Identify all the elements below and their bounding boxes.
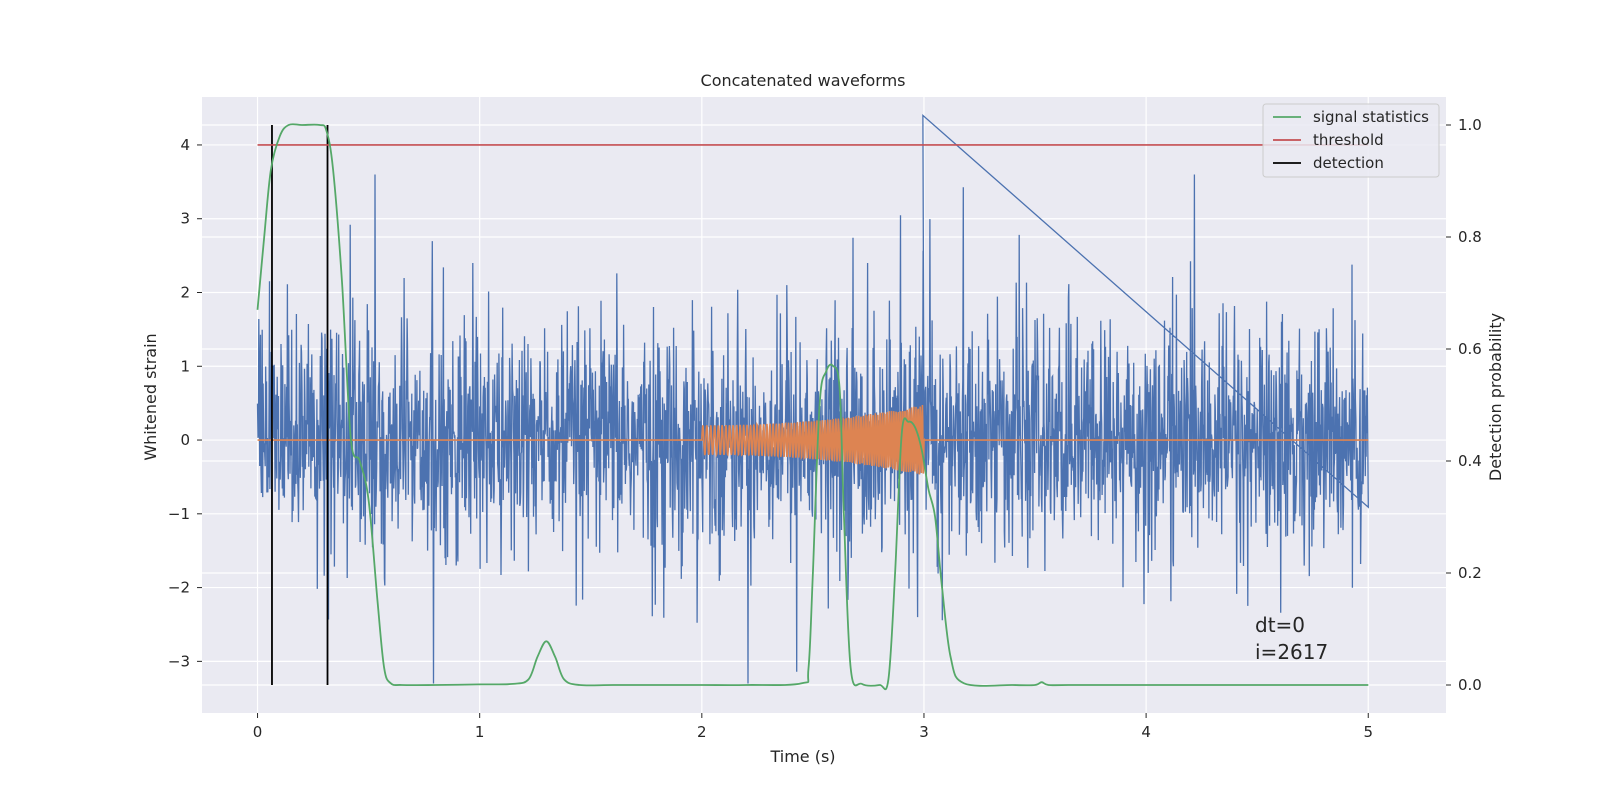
x-tick-label: 4 (1141, 723, 1151, 741)
y-tick-label: 3 (180, 210, 190, 228)
signal-statistics-line (256, 123, 1369, 691)
annotation-i: i=2617 (1255, 640, 1328, 664)
x-axis-title: Time (s) (769, 747, 835, 766)
template-waveform-line (257, 404, 1369, 475)
y-right-tick-label: 0.0 (1458, 676, 1482, 694)
y-right-tick-label: 0.4 (1458, 452, 1482, 470)
x-tick-label: 3 (919, 723, 929, 741)
legend-label-threshold: threshold (1313, 131, 1384, 149)
chart-title: Concatenated waveforms (701, 71, 906, 90)
y-tick-label: 4 (180, 136, 190, 154)
annotation-dt: dt=0 (1255, 613, 1305, 637)
x-tick-label: 2 (697, 723, 707, 741)
y-tick-label: −3 (168, 652, 190, 670)
y-right-tick-label: 0.2 (1458, 564, 1482, 582)
template-waveform-series (257, 404, 1369, 475)
legend-box (1262, 103, 1440, 178)
y-tick-label: 2 (180, 283, 190, 301)
axis-ticks: 0 1 2 3 4 5 −3 −2 −1 0 1 2 3 4 0.0 0.2 0.4 0.6 0.8 1.0 (168, 116, 1482, 741)
y-tick-label: 1 (180, 357, 190, 375)
signal-statistics-series (256, 123, 1369, 691)
detection-lines (271, 125, 329, 685)
legend-label-signal-statistics: signal statistics (1313, 108, 1429, 126)
y-right-tick-label: 0.6 (1458, 340, 1482, 358)
legend: signal statistics threshold detection (1262, 103, 1440, 178)
y-tick-label: −1 (168, 505, 190, 523)
legend-label-detection: detection (1313, 154, 1384, 172)
y-axis-title-right: Detection probability (1486, 313, 1505, 481)
y-axis-title-left: Whitened strain (141, 333, 160, 460)
y-right-tick-label: 1.0 (1458, 116, 1482, 134)
y-tick-label: 0 (180, 431, 190, 449)
y-tick-label: −2 (168, 579, 190, 597)
y-right-tick-label: 0.8 (1458, 228, 1482, 246)
x-tick-label: 0 (253, 723, 263, 741)
x-tick-label: 1 (475, 723, 485, 741)
x-tick-label: 5 (1363, 723, 1373, 741)
